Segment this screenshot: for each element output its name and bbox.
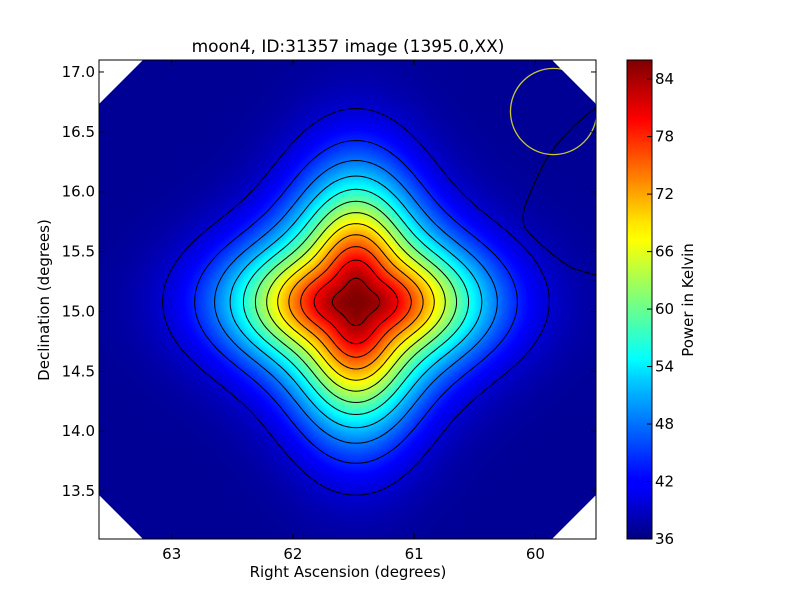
blank-corner [99,60,143,104]
contour-line [194,139,518,464]
colorbar-tick-label: 78 [655,128,674,146]
x-tick-label: 60 [526,545,545,563]
x-axis-label: Right Ascension (degrees) [250,563,447,581]
y-tick-label: 15.5 [62,243,95,261]
contour-line [331,277,381,326]
blank-corners [99,60,596,539]
contour-line [242,188,470,416]
colorbar-fill [626,59,653,540]
colorbar-label: Power in Kelvin [679,243,697,357]
colorbar-tick-label: 54 [655,358,674,376]
colorbar-tick-label: 48 [655,415,674,433]
y-axis-label: Declination (degrees) [35,219,53,381]
blank-corner [552,60,596,104]
power-heatmap [99,60,596,539]
contour-line [254,200,458,404]
y-axis-ticks: 13.5 14.0 14.5 15.0 15.5 16.0 16.5 17.0 [62,63,596,500]
y-tick-label: 13.5 [62,482,95,500]
colorbar-tick-label: 42 [655,473,674,491]
colorbar-tick-label: 36 [655,530,674,548]
colorbar: 36 42 48 54 60 66 72 78 84 Power in Kelvin [626,59,697,548]
x-tick-label: 62 [283,545,302,563]
contour-line [277,223,435,381]
chart-title: moon4, ID:31357 image (1395.0,XX) [192,37,505,57]
contour-line [313,259,399,345]
y-tick-label: 16.0 [62,183,95,201]
contour-line [300,246,412,358]
contour-line [229,175,483,429]
beam-circle-marker [509,67,596,156]
colorbar-tick-label: 84 [655,70,674,88]
colorbar-tick-label: 72 [655,185,674,203]
contour-line [162,107,550,496]
contour-line [214,159,498,444]
edge-contour-line [522,106,596,276]
colorbar-tick-label: 60 [655,300,674,318]
y-tick-label: 14.0 [62,422,95,440]
contour-line [288,234,424,370]
plot-area [98,59,597,540]
x-tick-label: 63 [162,545,181,563]
y-tick-label: 16.5 [62,123,95,141]
plot-frame [98,59,597,540]
x-tick-label: 61 [405,545,424,563]
y-tick-label: 17.0 [62,63,95,81]
contour-line [266,212,446,392]
y-tick-label: 15.0 [62,302,95,320]
colorbar-tick-label: 66 [655,243,674,261]
colorbar-ticks: 36 42 48 54 60 66 72 78 84 [647,70,674,548]
y-tick-label: 14.5 [62,362,95,380]
x-axis-ticks: 63 62 61 60 [162,60,545,563]
blank-corner [99,495,143,539]
contour-lines [162,107,550,496]
blank-corner [552,495,596,539]
